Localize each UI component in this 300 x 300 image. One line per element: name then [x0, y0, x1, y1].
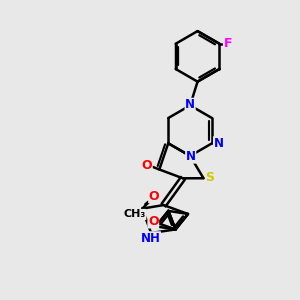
Text: O: O: [142, 158, 152, 172]
Text: N: N: [186, 150, 196, 163]
Text: F: F: [224, 37, 232, 50]
Text: O: O: [148, 215, 159, 228]
Text: N: N: [214, 137, 224, 150]
Text: NH: NH: [141, 232, 160, 245]
Text: O: O: [149, 190, 159, 202]
Text: S: S: [206, 171, 214, 184]
Text: N: N: [185, 98, 195, 111]
Text: CH₃: CH₃: [124, 209, 146, 220]
